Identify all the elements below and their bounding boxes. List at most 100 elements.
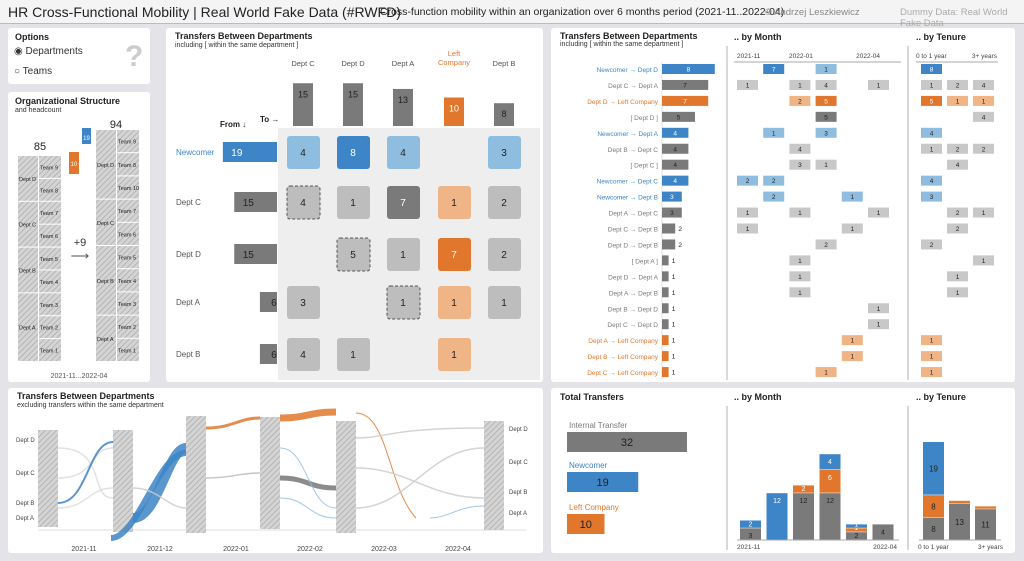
month-cell bbox=[737, 223, 758, 234]
org-after-team-label: Team 8 bbox=[118, 163, 136, 169]
help-icon[interactable]: ? bbox=[125, 40, 144, 73]
tenure-cell-value: 2 bbox=[982, 146, 986, 153]
org-after-dept-label: Dept B bbox=[97, 279, 114, 285]
sankey-month-label: 2022-04 bbox=[445, 546, 471, 553]
flow-bar bbox=[662, 335, 669, 346]
matrix-cell bbox=[488, 186, 521, 219]
org-before-team bbox=[39, 156, 61, 178]
matrix-cell-value: 2 bbox=[501, 198, 507, 209]
totals-title: Total Transfers bbox=[560, 392, 624, 402]
flow-label: Dept B → Dept D bbox=[608, 306, 659, 313]
month-stack-value: 1 bbox=[855, 521, 859, 528]
flow-bar bbox=[662, 111, 695, 122]
month-stack-segment bbox=[819, 469, 841, 493]
row-total-value: 15 bbox=[243, 198, 255, 209]
org-subtitle: and headcount bbox=[15, 107, 62, 114]
flows-month-title: .. by Month bbox=[734, 32, 782, 42]
row-label: Newcomer bbox=[176, 148, 215, 157]
option-departments[interactable]: ◉ Departments bbox=[14, 46, 83, 57]
matrix-cell-value: 1 bbox=[451, 198, 457, 209]
option-teams[interactable]: ○ Teams bbox=[14, 66, 52, 77]
org-after-team-label: Team 4 bbox=[118, 279, 136, 285]
month-stack-value: 6 bbox=[828, 475, 832, 482]
month-tick: 2022-04 bbox=[873, 544, 897, 551]
month-cell bbox=[789, 143, 811, 154]
tenure-stack-segment bbox=[975, 509, 996, 540]
flow-label: Dept D → Left Company bbox=[587, 99, 659, 106]
flow-bar bbox=[662, 159, 689, 170]
tenure-cell bbox=[921, 175, 942, 186]
row-total-value: 6 bbox=[271, 298, 277, 309]
matrix-subtitle: including [ within the same department ] bbox=[175, 42, 299, 49]
org-after-dept bbox=[96, 199, 116, 245]
flow-value: 5 bbox=[677, 114, 681, 121]
sankey-title: Transfers Between Departments bbox=[17, 391, 155, 401]
month-cell-value: 5 bbox=[824, 114, 828, 121]
month-cell bbox=[868, 79, 889, 90]
dummy-data-link[interactable]: Dummy Data: Real World Fake Data bbox=[900, 7, 1008, 29]
month-cell bbox=[815, 79, 837, 90]
flow-label: Dept A → Dept C bbox=[609, 211, 659, 218]
sankey-left-label: Dept C bbox=[16, 471, 35, 477]
tenure-cell bbox=[921, 335, 942, 346]
org-after-dept bbox=[96, 130, 116, 199]
org-after-team-label: Team 6 bbox=[118, 232, 136, 238]
org-after-team bbox=[117, 199, 139, 222]
flow-value: 1 bbox=[672, 258, 676, 265]
month-cell-value: 1 bbox=[746, 82, 750, 89]
sankey-month-label: 2022-03 bbox=[371, 546, 397, 553]
total-value: 19 bbox=[597, 477, 609, 489]
tenure-tick: 3+ years bbox=[978, 544, 1004, 551]
month-tick: 2022-01 bbox=[789, 53, 813, 60]
flow-bar bbox=[662, 95, 709, 106]
month-cell bbox=[737, 207, 758, 218]
month-cell-value: 1 bbox=[772, 130, 776, 137]
flows-card: Transfers Between Departments including … bbox=[551, 28, 1015, 382]
org-before-team bbox=[39, 270, 61, 293]
org-structure-card: Organizational Structure and headcount 8… bbox=[8, 92, 150, 382]
tenure-cell bbox=[947, 79, 968, 90]
flow-value: 2 bbox=[678, 226, 682, 233]
matrix-cell bbox=[438, 186, 471, 219]
delta-value: +9 bbox=[74, 237, 87, 249]
tenure-cell-value: 1 bbox=[982, 258, 986, 265]
headcount-after: 94 bbox=[110, 119, 122, 131]
matrix-cell bbox=[438, 286, 471, 319]
sankey-node bbox=[336, 421, 356, 533]
month-stack-value: 12 bbox=[773, 498, 781, 505]
flow-label: Dept B → Left Company bbox=[588, 354, 659, 361]
month-cell bbox=[763, 127, 785, 138]
column-total-bar bbox=[293, 83, 313, 126]
flow-value: 3 bbox=[670, 194, 674, 201]
author-link[interactable]: © Andrzej Leszkiewicz bbox=[765, 7, 860, 18]
tenure-cell bbox=[947, 271, 968, 282]
org-after-team bbox=[117, 269, 139, 292]
month-cell-value: 2 bbox=[824, 242, 828, 249]
month-cell-value: 1 bbox=[824, 162, 828, 169]
tenure-cell bbox=[973, 207, 994, 218]
tenure-cell-value: 4 bbox=[930, 130, 934, 137]
tenure-cell-value: 1 bbox=[930, 82, 934, 89]
row-total-value: 6 bbox=[271, 350, 277, 361]
period-label: 2021-11...2022-04 bbox=[51, 373, 108, 380]
to-label: To → bbox=[260, 115, 279, 124]
month-cell-value: 3 bbox=[798, 162, 802, 169]
org-before-dept bbox=[18, 247, 38, 293]
org-before-dept-label: Dept C bbox=[19, 223, 36, 229]
tenure-cell-value: 3 bbox=[930, 194, 934, 201]
sankey-month-label: 2021-12 bbox=[147, 546, 173, 553]
org-before-team-label: Team 2 bbox=[40, 326, 58, 332]
matrix-cell-value: 5 bbox=[350, 250, 356, 261]
month-cell bbox=[868, 319, 889, 330]
month-cell bbox=[841, 223, 863, 234]
month-cell-value: 1 bbox=[824, 370, 828, 377]
row-label: Dept C bbox=[176, 198, 201, 207]
tenure-stack-segment bbox=[975, 506, 996, 509]
month-cell-value: 1 bbox=[798, 210, 802, 217]
org-after-dept bbox=[96, 315, 116, 361]
tenure-cell-value: 2 bbox=[956, 146, 960, 153]
tenure-cell bbox=[947, 143, 968, 154]
left-count: 10 bbox=[71, 162, 78, 168]
tenure-cell bbox=[921, 143, 942, 154]
